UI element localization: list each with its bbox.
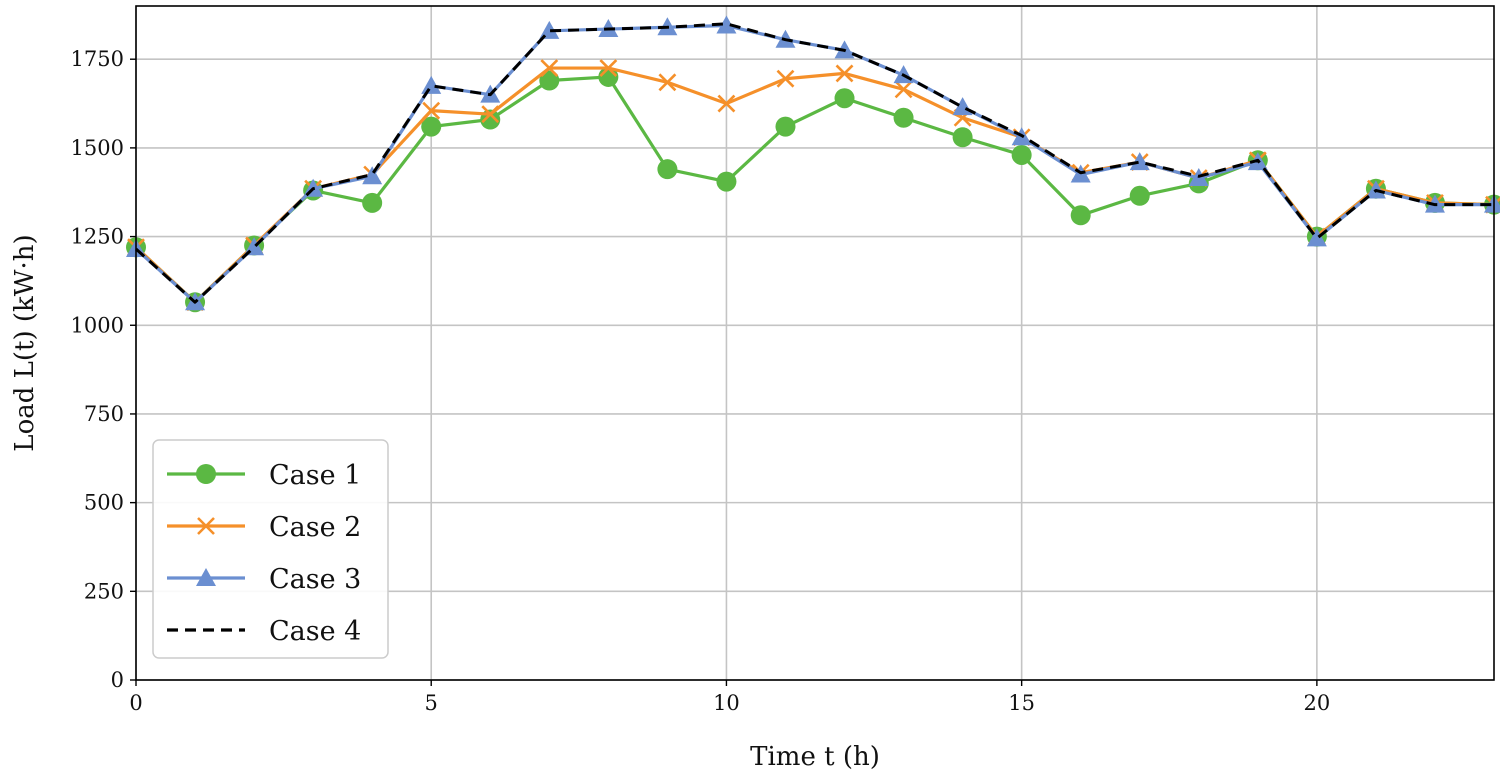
data-point <box>775 116 796 137</box>
data-point <box>362 166 383 185</box>
data-point <box>776 69 795 88</box>
x-marker-stroke <box>599 59 618 77</box>
y-tick-label: 750 <box>84 402 124 426</box>
series-1 <box>126 66 1500 313</box>
x-marker-stroke <box>776 69 795 88</box>
plot-frame <box>135 5 1495 681</box>
data-point <box>481 105 500 124</box>
data-point <box>1484 194 1500 213</box>
y-tick-label: 0 <box>111 668 124 692</box>
data-point <box>421 116 442 137</box>
x-axis-ticks: 0 5 10 15 20 <box>129 680 1330 715</box>
legend-marker <box>197 517 215 535</box>
series-line <box>134 22 1494 304</box>
y-axis-ticks: 0 250 500 750 1000 1250 1500 1750 <box>71 47 136 692</box>
series-line <box>134 23 1494 304</box>
x-marker-stroke <box>422 101 441 120</box>
legend-entry: Case 1 <box>167 460 361 491</box>
data-point <box>539 20 560 39</box>
series-line <box>134 75 1495 304</box>
y-tick-label: 1500 <box>71 136 124 160</box>
series-line <box>134 66 1495 304</box>
data-point <box>657 159 678 180</box>
data-point <box>952 97 973 116</box>
data-point <box>716 15 737 34</box>
data-point <box>1129 152 1150 171</box>
data-point <box>1306 228 1327 247</box>
y-tick-label: 250 <box>84 579 124 603</box>
data-point <box>422 101 441 120</box>
legend-label: Case 1 <box>269 460 361 491</box>
x-tick-label: 5 <box>425 691 438 715</box>
y-tick-label: 1750 <box>71 47 124 71</box>
data-point <box>539 70 560 91</box>
series-4 <box>134 22 1494 304</box>
x-marker-stroke <box>658 73 677 92</box>
legend-box <box>152 439 389 659</box>
data-point <box>1011 144 1032 165</box>
legend-label: Case 4 <box>269 616 361 647</box>
legend-entry: Case 2 <box>167 512 361 543</box>
legend-marker <box>196 568 216 586</box>
data-point <box>658 73 677 92</box>
x-axis-label: Time t (h) <box>750 742 880 772</box>
y-tick-label: 500 <box>84 491 124 515</box>
data-point <box>893 107 914 128</box>
data-point <box>421 75 442 94</box>
legend-label: Case 2 <box>269 512 361 543</box>
x-marker-stroke <box>835 64 854 83</box>
legend-entry: Case 4 <box>167 616 361 647</box>
data-point <box>540 59 559 77</box>
x-marker-stroke <box>197 517 215 535</box>
legend: Case 1 Case 2 Case 3 Case 4 <box>152 439 389 659</box>
data-point <box>716 171 737 192</box>
x-tick-label: 10 <box>713 691 740 715</box>
x-marker-stroke <box>481 105 500 124</box>
data-point <box>835 64 854 83</box>
legend-marker <box>196 464 216 484</box>
x-marker-stroke <box>717 94 736 113</box>
y-tick-label: 1250 <box>71 225 124 249</box>
data-point <box>717 94 736 113</box>
data-point <box>1070 205 1091 226</box>
x-tick-label: 15 <box>1008 691 1035 715</box>
data-point <box>834 88 855 109</box>
legend-label: Case 3 <box>269 564 361 595</box>
data-point <box>894 80 913 99</box>
data-point <box>362 192 383 213</box>
plot-area <box>126 15 1500 313</box>
data-point <box>599 59 618 77</box>
x-marker-stroke <box>540 59 559 77</box>
x-marker-stroke <box>894 80 913 99</box>
y-axis-label: Load L(t) (kW·h) <box>10 234 40 451</box>
x-tick-label: 20 <box>1304 691 1331 715</box>
y-tick-label: 1000 <box>71 313 124 337</box>
x-tick-label: 0 <box>129 691 142 715</box>
legend-entry: Case 3 <box>167 564 361 595</box>
data-point <box>1129 185 1150 206</box>
data-point <box>952 127 973 148</box>
